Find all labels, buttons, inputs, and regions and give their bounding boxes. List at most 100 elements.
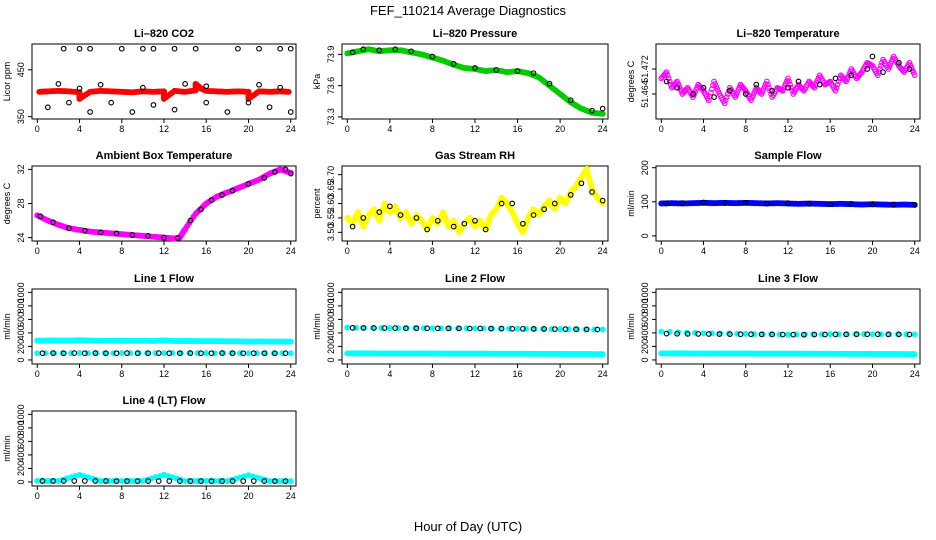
y-tick-label: 200 [16,339,26,354]
data-point [666,78,673,85]
data-point [663,78,670,85]
x-tick-label: 4 [77,369,82,379]
y-tick-label: 450 [16,62,26,77]
data-point [445,325,452,332]
data-point [266,104,273,111]
data-point [92,350,99,356]
data-point [272,478,278,484]
data-point [578,180,585,187]
y-tick-label: 400 [640,325,650,340]
data-point [864,331,871,338]
data-point [81,227,88,234]
data-point [769,88,776,94]
y-tick-label: 3.50 [326,224,336,242]
y-tick-label: 200 [326,339,336,354]
data-point [700,330,707,337]
data-point [520,220,526,227]
data-point [471,325,478,332]
data-point [55,80,62,87]
data-point [764,200,770,207]
x-tick-label: 24 [286,124,296,134]
data-point [869,201,876,208]
data-point [424,226,430,233]
y-axis-label: ml/min [2,435,12,462]
data-point [176,478,183,484]
data-point [557,326,564,333]
y-axis-label: kPa [312,74,322,90]
x-tick-label: 20 [555,246,565,256]
data-point [664,72,671,79]
data-point [113,230,120,237]
data-point [700,199,707,206]
data-point [567,191,574,198]
data-point [344,324,351,331]
data-point [742,330,749,337]
x-tick-label: 0 [35,491,40,501]
data-point [599,105,606,112]
data-point [896,331,902,338]
data-point [224,109,231,115]
panel-title: Line 3 Flow [758,273,818,285]
y-tick-label: 73.9 [326,46,336,64]
data-point [835,78,842,85]
x-tick-label: 20 [867,124,877,134]
x-tick-label: 0 [659,124,664,134]
data-point [287,109,294,115]
data-point [869,53,876,60]
data-point [71,350,78,356]
data-point [864,66,871,72]
y-tick-label: 0 [326,357,336,362]
x-tick-label: 8 [119,246,124,256]
data-point [208,478,215,484]
x-tick-label: 20 [867,369,877,379]
data-point [118,350,125,357]
data-point [171,106,178,113]
data-point [203,350,210,357]
data-point [472,65,478,71]
data-point [203,99,210,106]
data-point [658,328,665,335]
data-point [832,75,839,82]
data-point [219,350,225,356]
data-point [371,325,377,331]
data-point [140,84,146,91]
y-tick-label: 3.70 [326,166,336,184]
data-point [129,109,136,115]
y-tick-label: 600 [640,312,650,327]
data-point [229,187,236,194]
data-point [145,350,152,357]
data-point [779,331,786,338]
data-point [748,331,754,338]
data-point [589,189,595,195]
y-tick-label: 3.55 [326,209,336,227]
data-point [413,325,420,332]
data-point [509,200,516,207]
data-point [834,81,841,88]
x-tick-label: 24 [286,491,296,501]
data-point [785,84,791,91]
x-tick-label: 16 [513,124,523,134]
y-tick-label: 51.472 [640,55,650,83]
data-point [456,325,462,332]
data-point [429,325,436,332]
data-point [150,45,157,52]
data-point [567,97,574,104]
data-point [50,219,56,226]
data-point [434,325,441,332]
x-tick-label: 0 [35,369,40,379]
data-point [376,47,383,54]
data-point [282,166,289,173]
y-tick-label: 600 [16,434,26,449]
data-point [113,478,120,484]
y-tick-label: 200 [640,339,650,354]
data-point [880,69,886,75]
data-point [541,326,548,332]
data-point [113,350,120,357]
y-tick-label: 600 [16,312,26,327]
data-point [187,350,194,356]
data-point [530,70,537,77]
data-point [60,350,67,357]
data-point [76,350,83,357]
